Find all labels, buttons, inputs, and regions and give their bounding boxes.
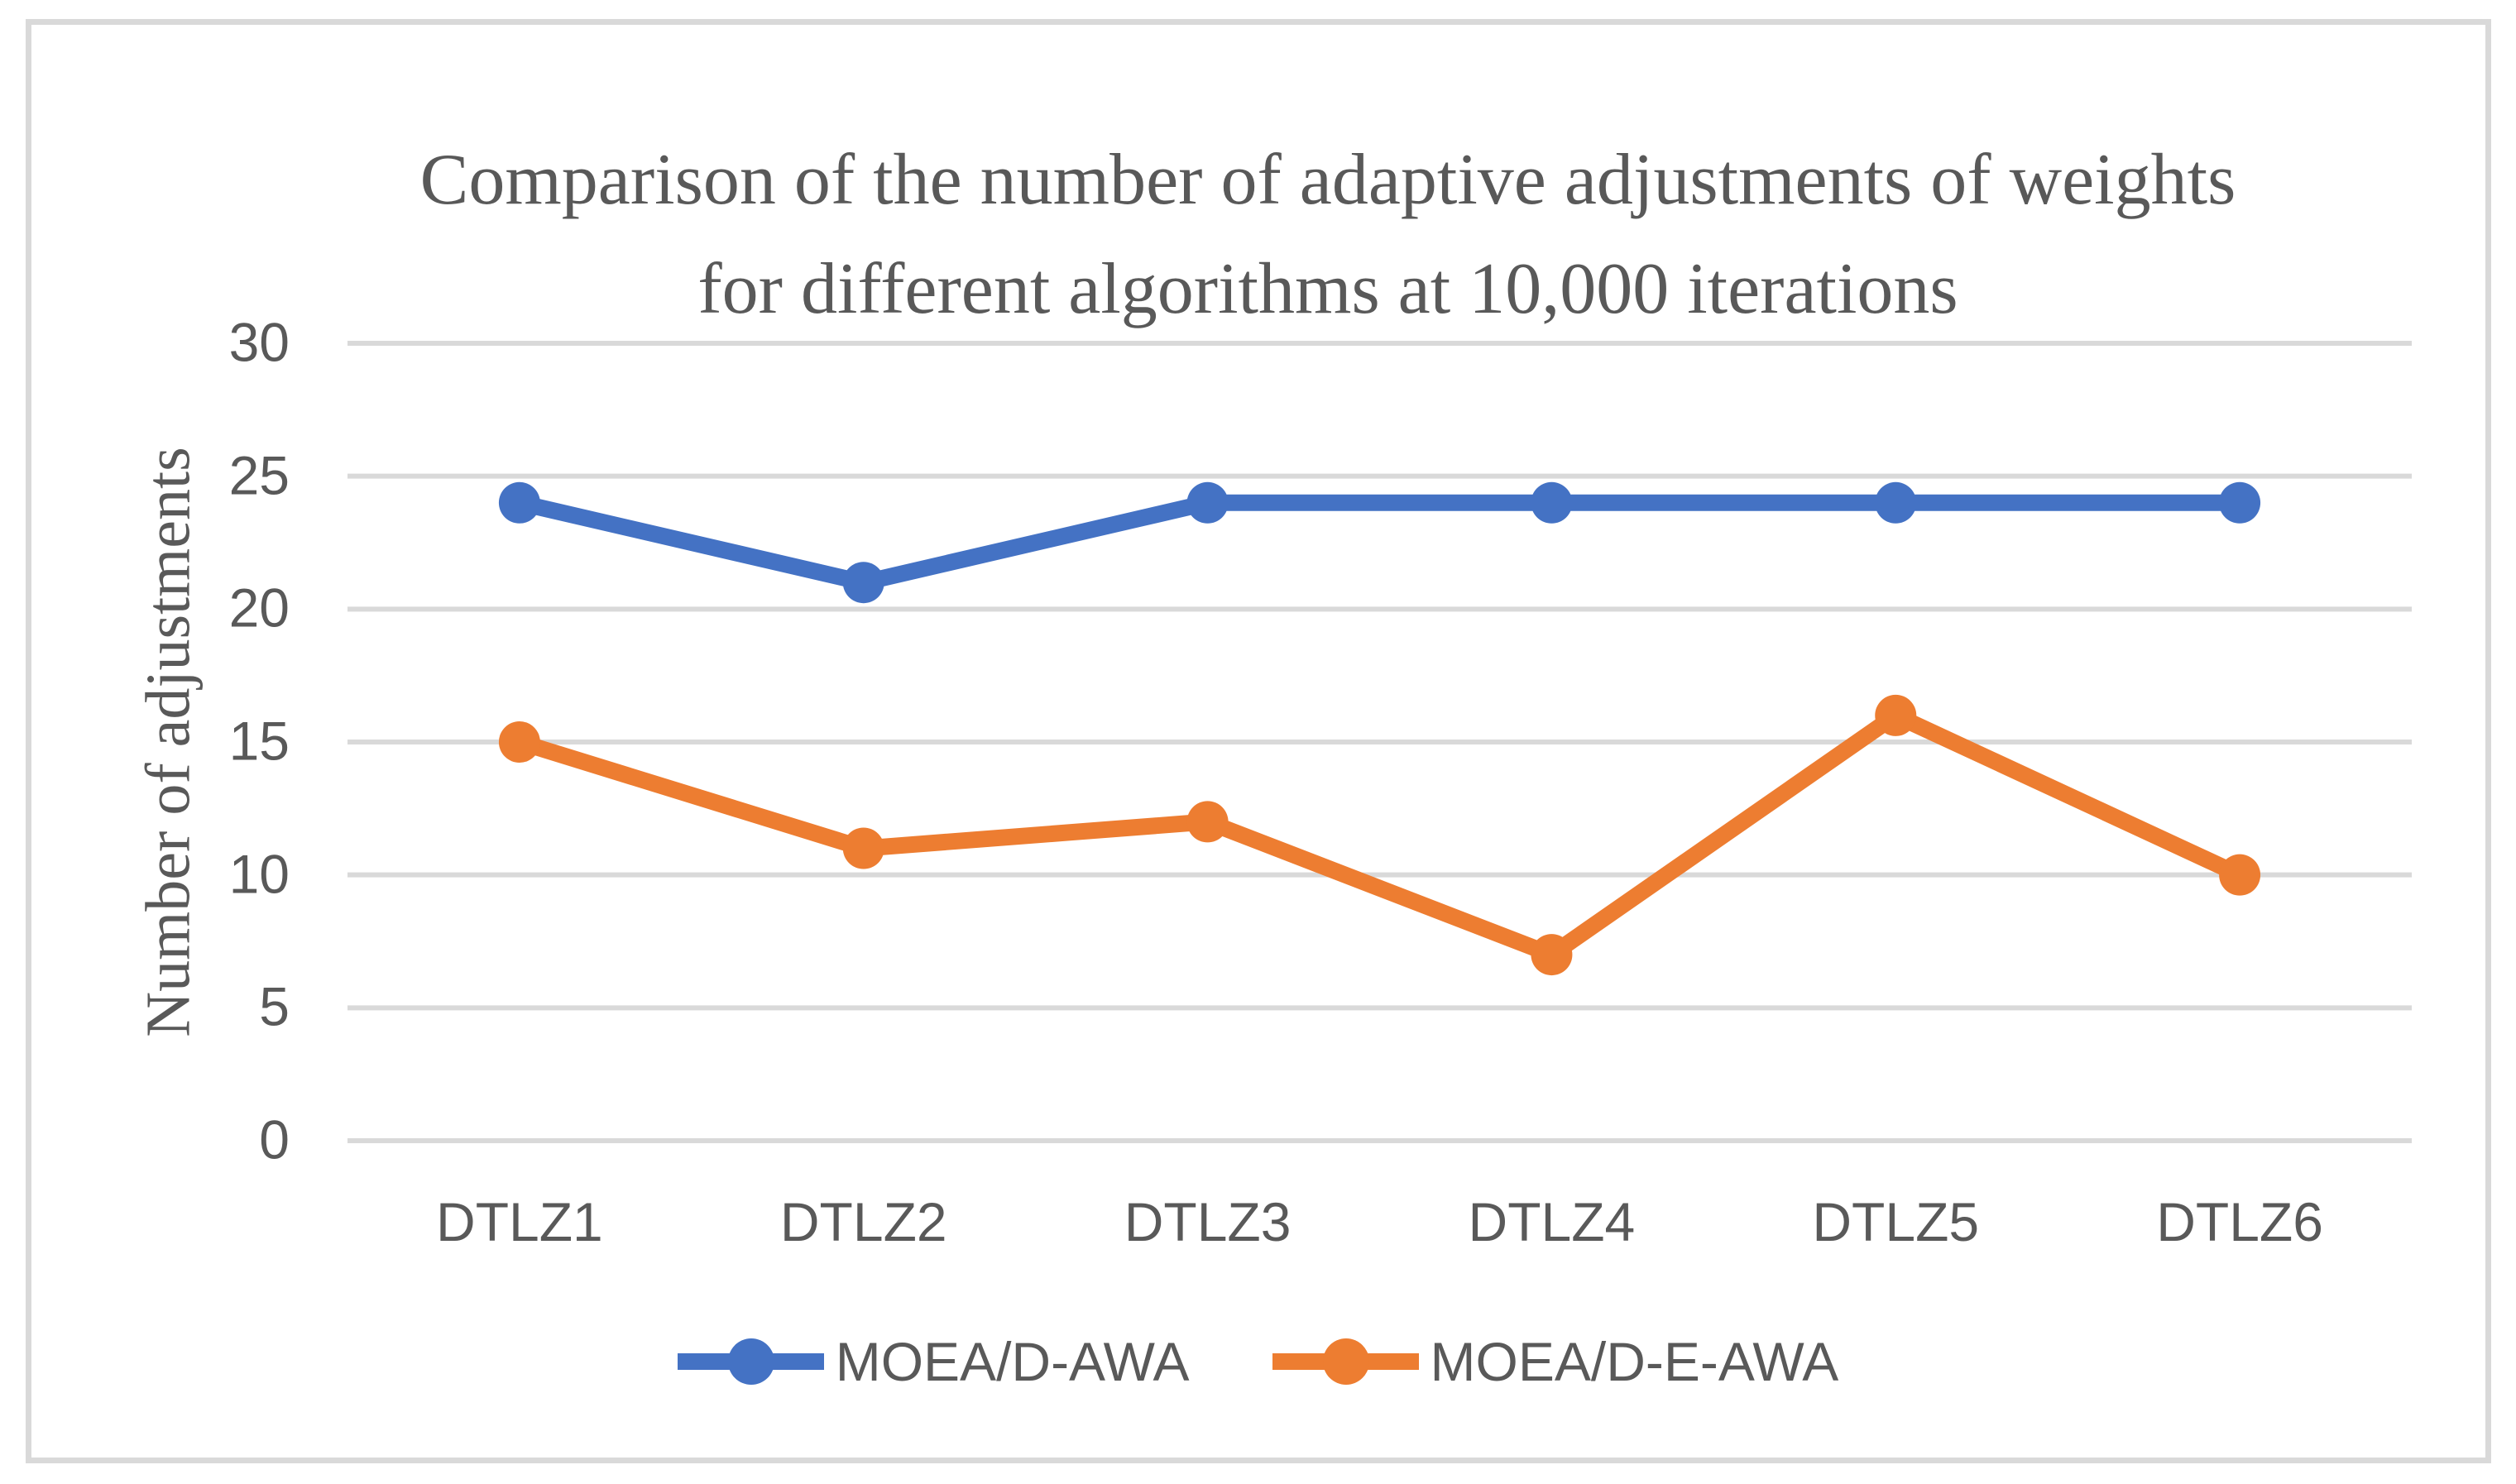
data-point-MOEA/D-AWA-DTLZ2 (842, 562, 884, 604)
chart-title-line-1: Comparison of the number of adaptive adj… (419, 140, 2236, 220)
legend-label-moead-awa: MOEA/D-AWA (835, 1331, 1190, 1392)
legend-item-moead-e-awa: MOEA/D-E-AWA (1272, 1330, 1839, 1393)
legend-item-moead-awa: MOEA/D-AWA (677, 1330, 1190, 1393)
y-tick-label-5: 5 (259, 975, 290, 1037)
legend-line-dot-marker-icon (677, 1337, 824, 1386)
data-point-MOEA/D-E-AWA-DTLZ6 (2219, 854, 2261, 896)
legend-label-moead-e-awa: MOEA/D-E-AWA (1430, 1331, 1839, 1392)
y-tick-label-0: 0 (259, 1108, 290, 1170)
data-point-MOEA/D-AWA-DTLZ1 (498, 481, 540, 524)
series-line-MOEA/D-E-AWA (516, 706, 2244, 964)
legend-line-dot-marker-icon (1272, 1337, 1419, 1386)
data-point-MOEA/D-AWA-DTLZ5 (1875, 481, 1917, 524)
x-axis-label-DTLZ4: DTLZ4 (1468, 1191, 1636, 1252)
x-axis-label-DTLZ5: DTLZ5 (1812, 1191, 1980, 1252)
x-axis-label-DTLZ2: DTLZ2 (779, 1191, 947, 1252)
data-point-MOEA/D-AWA-DTLZ4 (1531, 481, 1573, 524)
y-tick-label-20: 20 (228, 577, 290, 639)
chart-title: Comparison of the number of adaptive adj… (298, 126, 2358, 344)
data-point-MOEA/D-E-AWA-DTLZ5 (1875, 694, 1917, 736)
x-axis-label-DTLZ6: DTLZ6 (2156, 1191, 2323, 1252)
data-point-MOEA/D-E-AWA-DTLZ4 (1531, 934, 1573, 976)
y-tick-label-25: 25 (228, 444, 290, 506)
y-tick-label-10: 10 (228, 843, 290, 905)
data-point-MOEA/D-E-AWA-DTLZ2 (842, 827, 884, 869)
x-axis-label-DTLZ1: DTLZ1 (436, 1191, 603, 1252)
series-line-MOEA/D-AWA (517, 494, 2240, 591)
data-point-MOEA/D-AWA-DTLZ3 (1186, 481, 1229, 524)
legend: MOEA/D-AWA MOEA/D-E-AWA (0, 1322, 2516, 1401)
data-point-MOEA/D-E-AWA-DTLZ3 (1186, 801, 1229, 843)
y-tick-label-30: 30 (228, 311, 290, 373)
chart-title-line-2: for different algorithms at 10,000 itera… (697, 249, 1958, 329)
x-axis-label-DTLZ3: DTLZ3 (1124, 1191, 1292, 1252)
y-tick-label-15: 15 (228, 710, 290, 772)
data-point-MOEA/D-E-AWA-DTLZ1 (498, 721, 540, 763)
data-point-MOEA/D-AWA-DTLZ6 (2219, 481, 2261, 524)
